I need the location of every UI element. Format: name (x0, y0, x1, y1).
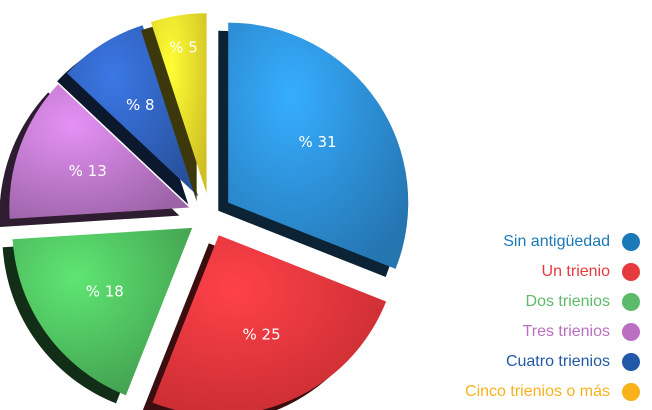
pie-slice-tres-trienios (0, 84, 190, 227)
pie-slice-top-cuatro-trienios (67, 25, 199, 197)
chart-legend: Sin antigüedad Un trienio Dos trienios Tres… (420, 230, 640, 410)
legend-item-sin-antiguedad: Sin antigüedad (420, 230, 640, 254)
slice-value-label-tres-trienios: % 13 (69, 162, 107, 180)
legend-swatch (622, 353, 640, 371)
pie-slice-top-tres-trienios (9, 84, 190, 219)
legend-item-cuatro-trienios: Cuatro trienios (420, 350, 640, 374)
pie-slice-sin-antiguedad (218, 22, 409, 277)
pie-slice-cuatro-trienios (57, 25, 199, 205)
slice-value-label-cinco-trienios: % 5 (169, 39, 198, 57)
pie-labels: % 31 % 25 % 18 % 13 % 8 % 5 (69, 39, 337, 344)
legend-label: Cinco trienios o más (465, 383, 610, 400)
legend-label: Sin antigüedad (503, 233, 610, 250)
pie-slice-un-trienio (142, 235, 387, 410)
slice-value-label-dos-trienios: % 18 (86, 282, 124, 300)
legend-label: Un trienio (541, 263, 610, 280)
pie-slice-top-dos-trienios (12, 227, 193, 396)
legend-item-tres-trienios: Tres trienios (420, 320, 640, 344)
pie-slice-dos-trienios (2, 227, 193, 404)
pie-slice-top-sin-antiguedad (228, 22, 409, 269)
legend-item-cinco-trienios: Cinco trienios o más (420, 380, 640, 404)
slice-value-label-sin-antiguedad: % 31 (298, 133, 336, 151)
pie-slice-top-cinco-trienios (150, 13, 207, 194)
pie-chart: % 31 % 25 % 18 % 13 % 8 % 5 (0, 13, 409, 410)
legend-swatch (622, 293, 640, 311)
pie-slice-cinco-trienios (141, 13, 207, 202)
pie-slice-top-un-trienio (152, 235, 387, 410)
legend-item-un-trienio: Un trienio (420, 260, 640, 284)
legend-swatch (622, 383, 640, 401)
legend-swatch (622, 263, 640, 281)
legend-swatch (622, 233, 640, 251)
legend-label: Dos trienios (525, 293, 610, 310)
slice-value-label-cuatro-trienios: % 8 (126, 96, 155, 114)
legend-swatch (622, 323, 640, 341)
legend-label: Cuatro trienios (505, 353, 610, 370)
pie-slices (0, 13, 409, 410)
legend-item-dos-trienios: Dos trienios (420, 290, 640, 314)
legend-label: Tres trienios (522, 323, 610, 340)
slice-value-label-un-trienio: % 25 (243, 325, 281, 343)
